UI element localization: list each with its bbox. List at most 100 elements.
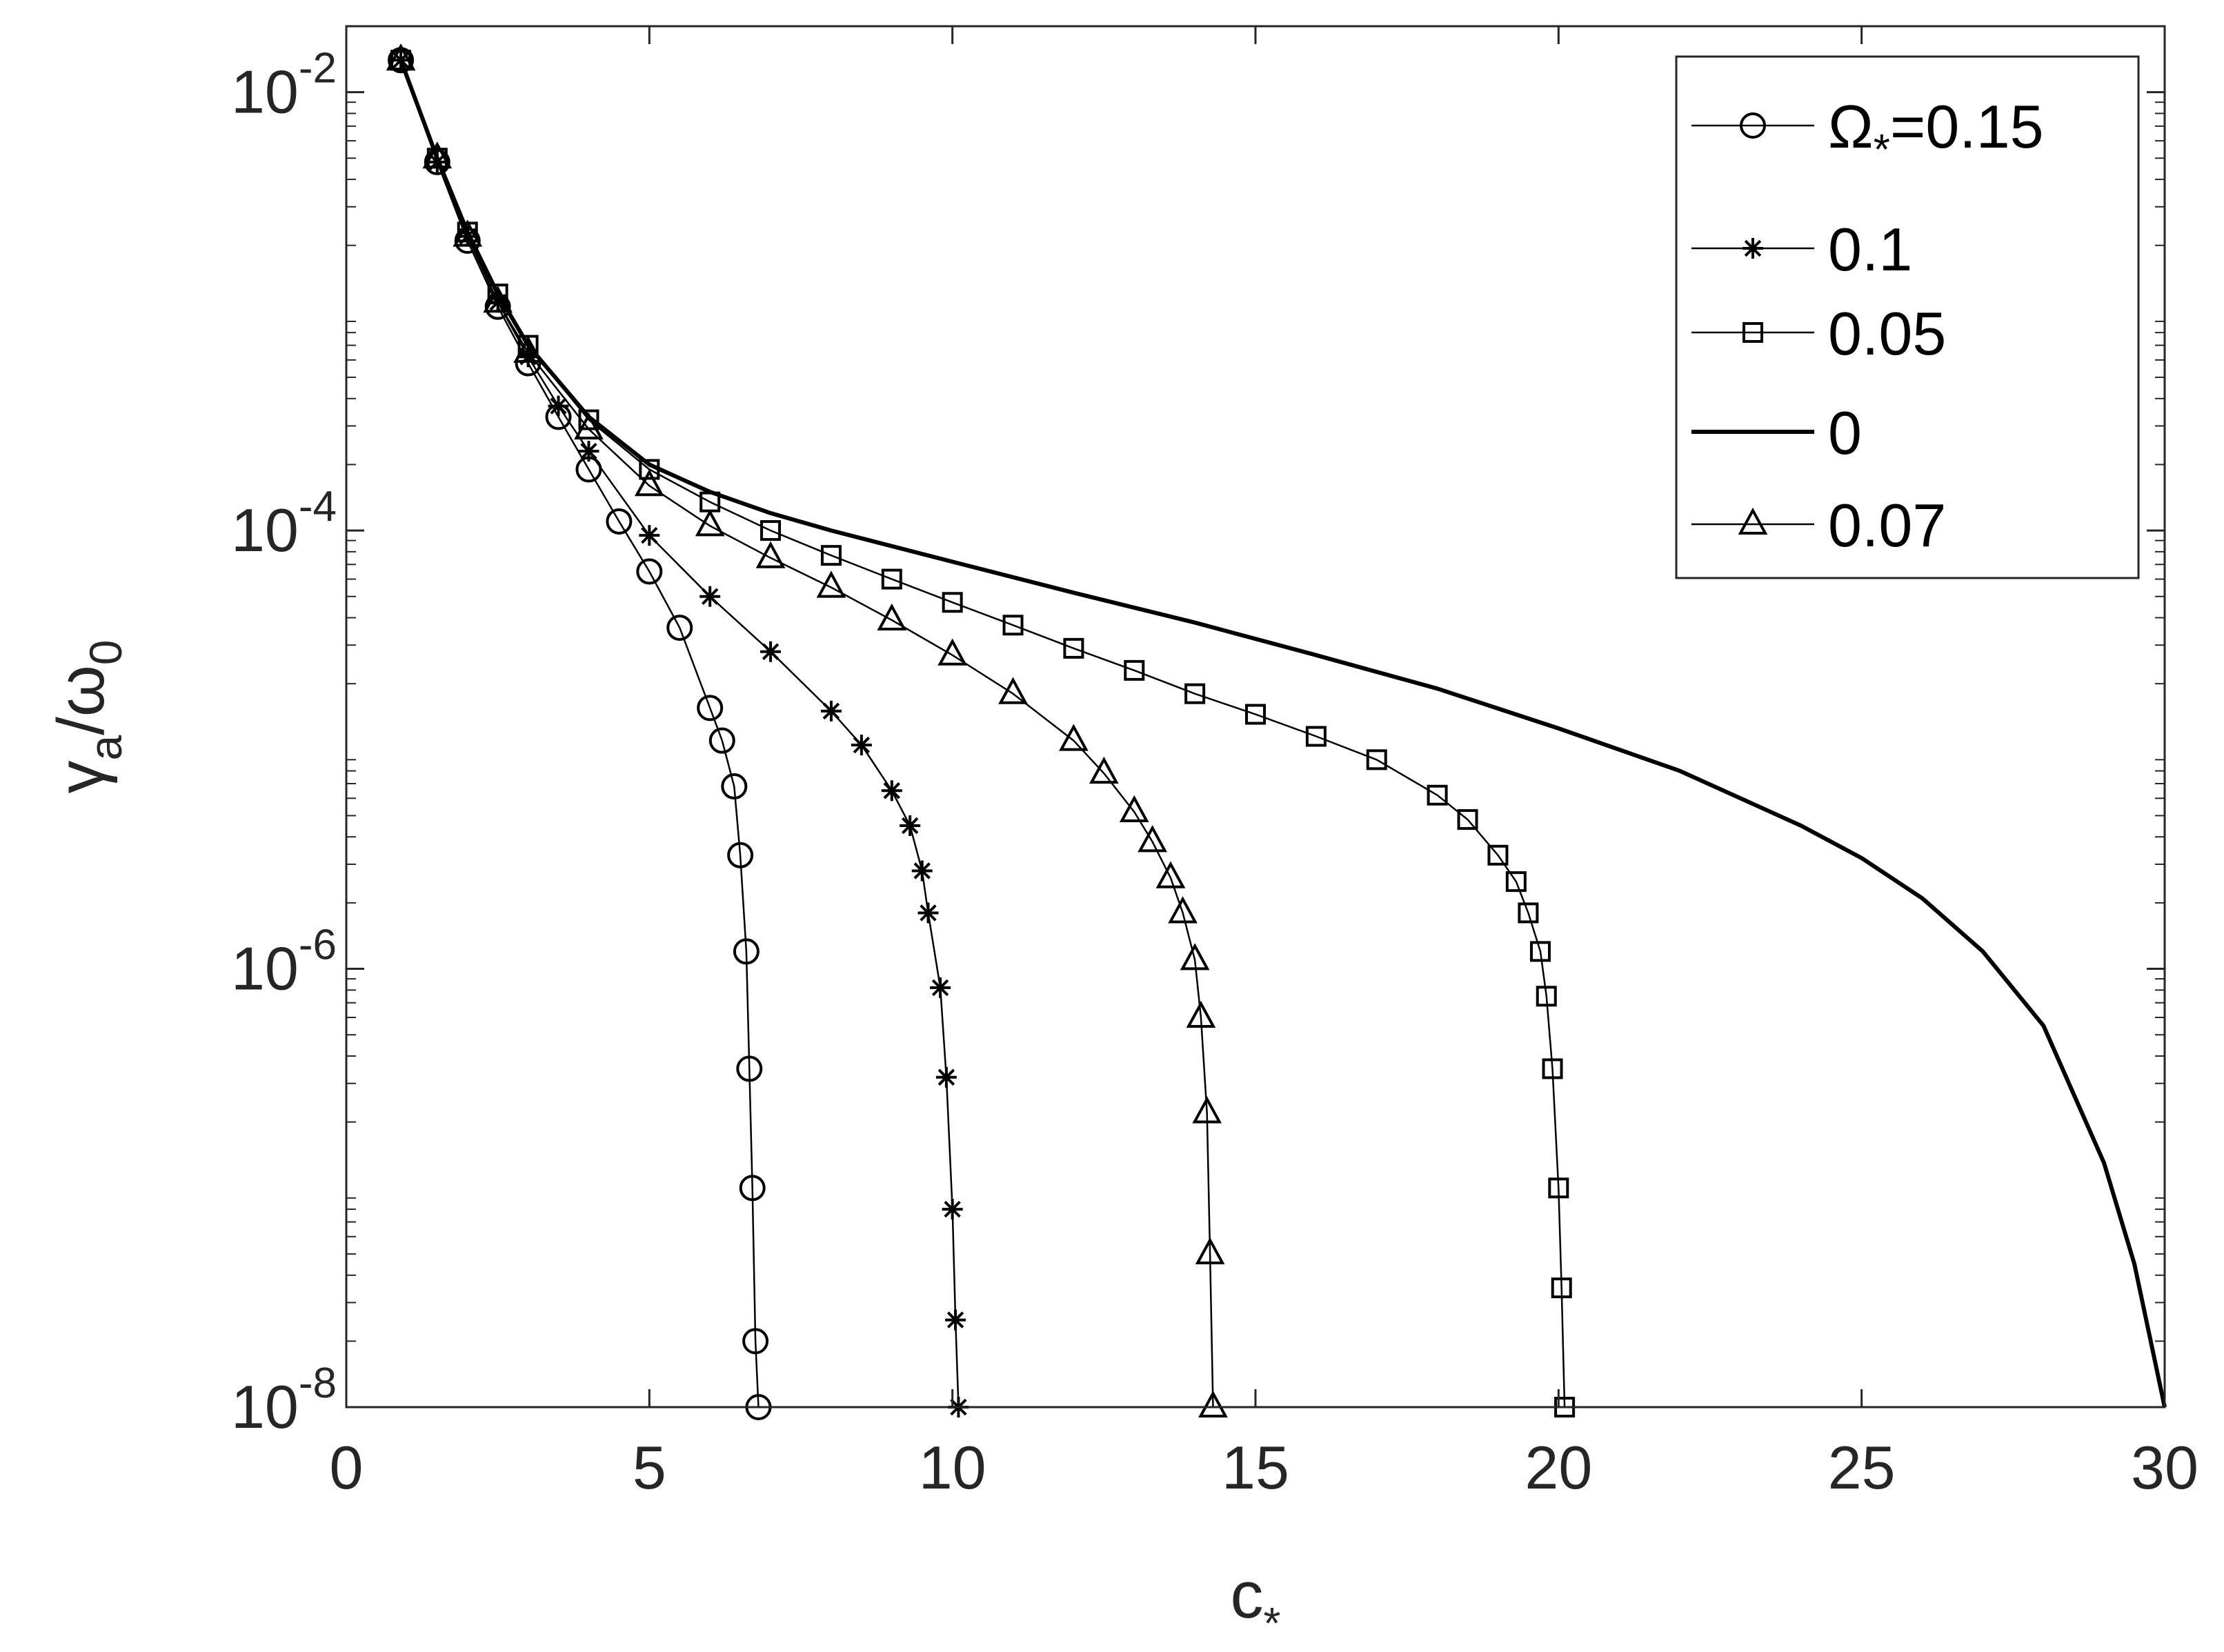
series-marker (1186, 1000, 1216, 1028)
legend-entry: 0.05 (1691, 299, 1946, 368)
series-marker (1059, 724, 1089, 751)
series-marker (1184, 683, 1206, 704)
series-marker (574, 412, 604, 440)
series-marker (695, 509, 725, 537)
series-marker (1366, 749, 1387, 770)
legend-entry: 0.07 (1691, 491, 1946, 559)
x-tick-label: 25 (1828, 1433, 1896, 1502)
y-tick-label: 10-8 (231, 1360, 337, 1441)
x-tick-label: 30 (2131, 1433, 2198, 1502)
series-marker (739, 1175, 766, 1202)
legend-label: 0 (1828, 399, 1862, 467)
series-marker (483, 286, 513, 313)
series-marker (1536, 986, 1557, 1007)
series-marker (1180, 943, 1210, 971)
series-marker (881, 780, 902, 802)
series-3 (399, 59, 2167, 1408)
label-layer: 0 5 10 15 20 25 30 10-8 10-6 10-4 10-2 c* γa/ω0 (44, 45, 2198, 1648)
series-marker (816, 570, 846, 598)
series-marker (639, 525, 660, 546)
legend-entry: 0.1 (1691, 215, 1912, 283)
series-marker (942, 592, 963, 613)
y-tick-label: 10-6 (231, 922, 337, 1003)
series-marker (1192, 1096, 1222, 1124)
series-marker (1457, 809, 1478, 830)
series-marker (930, 977, 951, 998)
series-marker (1195, 1237, 1225, 1264)
series-marker (755, 541, 786, 568)
series-marker (1002, 615, 1024, 636)
x-tick-label: 20 (1525, 1433, 1592, 1502)
series-marker (945, 1309, 966, 1331)
series-marker (708, 727, 735, 754)
series-marker (820, 545, 842, 566)
legend-marker (1740, 112, 1766, 139)
legend-marker (1738, 507, 1768, 535)
series-marker (820, 700, 842, 721)
series-marker (1198, 1390, 1228, 1417)
legend-entry: 0 (1691, 399, 1862, 467)
legend-entry: Ω*=0.15 (1691, 92, 2044, 174)
series-marker (699, 586, 721, 607)
series-marker (606, 508, 633, 535)
series-marker (1138, 825, 1167, 853)
series-marker (1487, 844, 1509, 866)
series-marker (1427, 784, 1448, 806)
series-marker (666, 615, 693, 641)
y-axis-label: γa/ω0 (44, 639, 131, 793)
series-marker (386, 43, 416, 71)
series-marker (1063, 637, 1084, 659)
legend-marker (1743, 322, 1763, 343)
series-marker (760, 520, 782, 541)
series-marker (548, 395, 569, 417)
series-marker (634, 469, 664, 497)
x-tick-label: 5 (633, 1433, 666, 1502)
series-marker (1505, 871, 1527, 893)
tick-layer (345, 26, 2166, 1409)
series-marker (513, 335, 543, 363)
series-marker (578, 441, 599, 462)
legend-label: 0.07 (1828, 491, 1946, 559)
legend-marker (1743, 238, 1763, 259)
series-marker (1548, 1177, 1569, 1199)
series-marker (881, 568, 902, 590)
x-tick-label: 10 (919, 1433, 986, 1502)
series-marker (998, 677, 1028, 704)
y-tick-label: 10-2 (231, 45, 337, 126)
series-marker (937, 638, 968, 666)
legend-label: Ω*=0.15 (1828, 92, 2044, 174)
series-marker (697, 695, 724, 721)
series-marker (1124, 659, 1145, 681)
series-marker (877, 603, 907, 631)
y-axis-label-group: γa/ω0 (44, 639, 131, 793)
series-marker (1305, 726, 1327, 747)
series-marker (900, 815, 921, 837)
x-tick-label: 15 (1222, 1433, 1289, 1502)
legend: Ω*=0.15 0.1 0.05 0 0.07 (1675, 55, 2140, 579)
series-line (399, 59, 2167, 1408)
series-marker (1529, 941, 1551, 962)
series-marker (422, 141, 453, 169)
series-marker (917, 902, 939, 924)
series-marker (1119, 795, 1149, 823)
series-marker (1542, 1058, 1563, 1079)
series-marker (942, 1199, 963, 1220)
series-4 (386, 43, 1228, 1417)
y-tick-label: 10-4 (231, 483, 337, 564)
series-marker (733, 938, 759, 965)
series-marker (1168, 896, 1198, 924)
series-marker (1551, 1277, 1572, 1299)
series-marker (1518, 902, 1539, 924)
series-marker (851, 735, 872, 756)
series-marker (1245, 704, 1266, 725)
series-marker (727, 842, 754, 868)
series-marker (911, 860, 933, 882)
legend-label: 0.05 (1828, 299, 1946, 368)
x-axis-label: c* (1231, 1558, 1281, 1648)
series-marker (935, 1066, 957, 1088)
x-tick-label: 0 (330, 1433, 364, 1502)
legend-label: 0.1 (1828, 215, 1912, 283)
series-marker (453, 219, 483, 247)
series-marker (721, 773, 748, 800)
